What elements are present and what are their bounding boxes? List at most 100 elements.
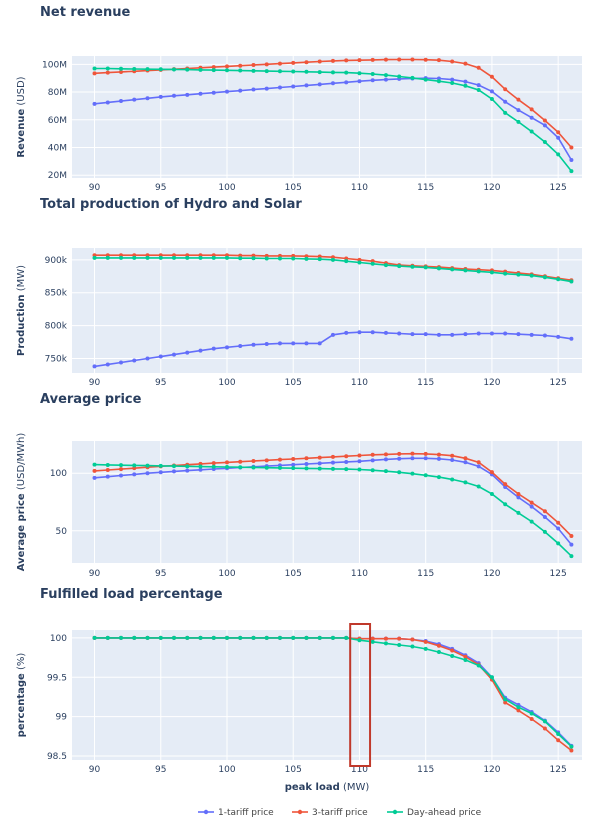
plot-area (72, 441, 582, 563)
data-point (489, 491, 494, 496)
data-point (542, 514, 547, 519)
x-tick-label: 125 (550, 569, 567, 579)
x-tick-label: 90 (89, 569, 101, 579)
data-point (556, 541, 561, 546)
data-point (357, 71, 362, 76)
data-point (463, 480, 468, 485)
x-tick-label: 110 (351, 378, 368, 388)
data-point (423, 639, 428, 644)
data-point (463, 61, 468, 66)
data-point (370, 458, 375, 463)
data-point (569, 169, 574, 174)
data-point (383, 77, 388, 82)
y-tick-label: 100 (50, 469, 67, 479)
plot-area (72, 248, 582, 373)
data-point (198, 91, 203, 96)
data-point (516, 705, 521, 710)
data-point (264, 62, 269, 67)
data-point (370, 78, 375, 83)
data-point (158, 463, 163, 468)
data-point (516, 332, 521, 337)
data-point (410, 264, 415, 269)
data-point (357, 58, 362, 63)
x-axis-label: peak load (MW) (285, 782, 370, 793)
data-point (251, 342, 256, 347)
data-point (516, 495, 521, 500)
x-tick-label: 120 (483, 765, 500, 775)
panel-title: Total production of Hydro and Solar (40, 197, 302, 212)
plot-area (72, 630, 582, 760)
data-point (291, 462, 296, 467)
data-point (503, 331, 508, 336)
data-point (542, 118, 547, 123)
data-point (92, 475, 97, 480)
data-point (158, 354, 163, 359)
data-point (423, 265, 428, 270)
data-point (569, 533, 574, 538)
data-point (370, 452, 375, 457)
data-point (516, 119, 521, 124)
data-point (556, 135, 561, 140)
data-point (370, 468, 375, 473)
x-tick-label: 120 (483, 378, 500, 388)
data-point (410, 471, 415, 476)
data-point (330, 460, 335, 465)
legend: 1-tariff price 3-tariff price Day-ahead pr… (198, 808, 482, 818)
data-point (172, 67, 176, 72)
data-point (251, 635, 256, 640)
data-point (158, 67, 163, 72)
data-point (198, 67, 203, 72)
data-point (119, 69, 124, 74)
data-point (436, 58, 441, 63)
data-point (357, 638, 362, 643)
data-point (529, 504, 534, 509)
data-point (529, 115, 534, 120)
data-point (423, 332, 428, 337)
y-axis-label: percentage (%) (16, 653, 27, 738)
data-point (489, 89, 494, 94)
data-point (92, 635, 97, 640)
data-point (92, 364, 97, 369)
data-point (556, 152, 561, 157)
data-point (211, 346, 216, 351)
data-point (344, 330, 349, 335)
data-point (277, 256, 282, 261)
data-point (172, 93, 176, 98)
data-point (436, 475, 441, 480)
data-point (569, 748, 574, 753)
data-point (476, 331, 481, 336)
x-tick-label: 95 (155, 569, 166, 579)
x-tick-label: 115 (417, 378, 434, 388)
data-point (224, 465, 229, 470)
series-1-tariff-price (92, 76, 574, 162)
data-point (291, 60, 296, 65)
data-point (119, 467, 124, 472)
panel-2: Total production of Hydro and Solar 90 95 1… (16, 197, 582, 388)
data-point (119, 635, 124, 640)
data-point (317, 59, 322, 64)
data-point (145, 471, 150, 476)
y-tick-label: 99.5 (47, 673, 67, 683)
data-point (330, 70, 335, 75)
data-point (357, 260, 362, 265)
data-point (344, 70, 349, 75)
data-point (503, 271, 508, 276)
data-point (556, 334, 561, 339)
data-point (92, 101, 97, 106)
data-point (556, 130, 561, 135)
data-point (264, 86, 269, 91)
legend-marker (392, 809, 398, 815)
data-point (317, 455, 322, 460)
data-point (569, 279, 574, 284)
data-point (198, 464, 203, 469)
data-point (211, 461, 216, 466)
data-point (344, 58, 349, 63)
data-point (463, 460, 468, 465)
data-point (383, 457, 388, 462)
data-point (450, 457, 455, 462)
data-point (410, 637, 415, 642)
x-tick-label: 105 (285, 183, 302, 193)
data-point (476, 460, 481, 465)
y-tick-label: 800k (45, 322, 68, 332)
x-tick-label: 110 (351, 765, 368, 775)
